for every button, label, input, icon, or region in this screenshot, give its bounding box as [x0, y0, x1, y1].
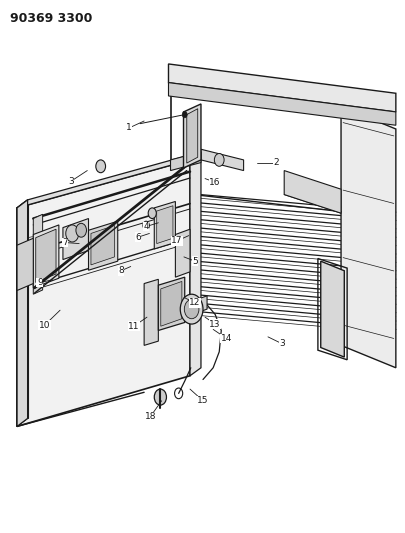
Polygon shape	[17, 152, 200, 208]
Polygon shape	[170, 152, 200, 171]
Text: 18: 18	[144, 413, 156, 421]
Circle shape	[182, 111, 187, 118]
Text: 3: 3	[279, 340, 284, 348]
Text: 2: 2	[273, 158, 278, 167]
Polygon shape	[168, 83, 395, 125]
Polygon shape	[320, 261, 343, 357]
Circle shape	[66, 225, 79, 242]
Text: 17: 17	[171, 237, 182, 245]
Polygon shape	[17, 238, 33, 290]
Polygon shape	[175, 229, 190, 277]
Polygon shape	[154, 201, 175, 249]
Circle shape	[184, 300, 198, 319]
Text: 9: 9	[37, 278, 43, 287]
Polygon shape	[33, 214, 43, 294]
Text: 6: 6	[135, 233, 141, 241]
Text: 90369 3300: 90369 3300	[10, 12, 92, 25]
Text: 11: 11	[128, 322, 139, 330]
Text: 7: 7	[62, 238, 68, 247]
Circle shape	[96, 160, 105, 173]
Polygon shape	[340, 107, 395, 368]
Text: 10: 10	[39, 321, 50, 329]
Polygon shape	[200, 149, 243, 171]
Text: 14: 14	[220, 334, 232, 343]
Polygon shape	[156, 206, 173, 244]
Circle shape	[143, 221, 149, 230]
Text: 13: 13	[209, 320, 220, 328]
Polygon shape	[17, 200, 28, 426]
Polygon shape	[144, 279, 158, 345]
Circle shape	[148, 208, 156, 219]
Polygon shape	[284, 171, 340, 213]
Polygon shape	[91, 225, 114, 265]
Text: 1: 1	[126, 124, 132, 132]
Circle shape	[214, 154, 224, 166]
Text: 12: 12	[189, 298, 200, 307]
Circle shape	[180, 294, 202, 324]
Polygon shape	[160, 281, 181, 326]
Polygon shape	[190, 152, 200, 376]
Polygon shape	[63, 219, 88, 260]
Polygon shape	[17, 160, 190, 426]
Polygon shape	[183, 104, 200, 168]
Polygon shape	[158, 277, 184, 330]
Text: 16: 16	[209, 178, 220, 187]
Polygon shape	[168, 64, 395, 112]
Polygon shape	[186, 109, 197, 163]
Text: 5: 5	[192, 257, 197, 265]
Text: 15: 15	[197, 397, 208, 405]
Polygon shape	[88, 221, 117, 270]
Text: 4: 4	[143, 222, 149, 231]
Text: 8: 8	[118, 266, 124, 275]
Polygon shape	[36, 229, 56, 282]
Polygon shape	[33, 225, 59, 288]
Circle shape	[154, 389, 166, 405]
Text: 3: 3	[68, 177, 74, 185]
Circle shape	[76, 223, 86, 237]
Polygon shape	[184, 296, 207, 317]
